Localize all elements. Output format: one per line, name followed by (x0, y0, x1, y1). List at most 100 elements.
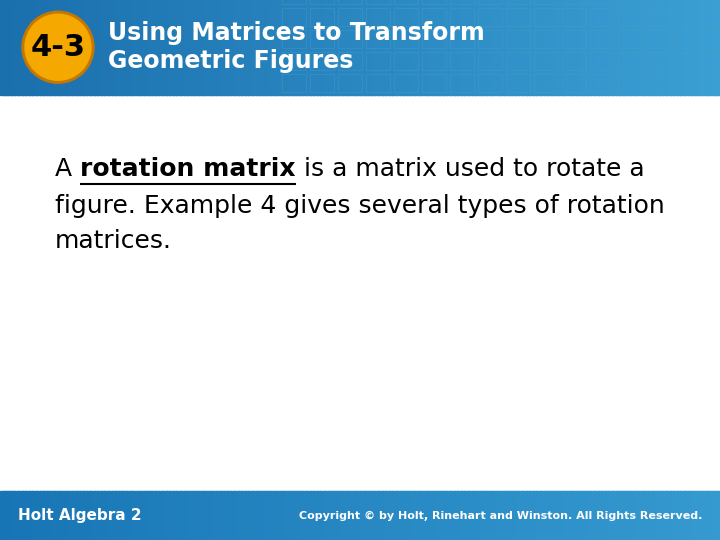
Bar (450, 0, 454, 94)
Bar (511, 0, 516, 94)
Bar (112, 491, 116, 540)
Bar (367, 491, 372, 540)
Bar (360, 491, 364, 540)
Bar (619, 0, 624, 94)
Bar (302, 491, 307, 540)
Bar (410, 491, 415, 540)
Bar (450, 30, 474, 48)
Bar (446, 0, 451, 94)
Bar (310, 8, 334, 25)
Bar (482, 491, 487, 540)
Bar (702, 30, 720, 48)
Bar (590, 491, 595, 540)
Bar (191, 491, 195, 540)
Bar (366, 30, 390, 48)
Bar (328, 0, 332, 94)
Bar (601, 0, 606, 94)
Bar (378, 491, 382, 540)
Bar (713, 0, 717, 94)
Bar (104, 491, 109, 540)
Bar (626, 491, 631, 540)
Bar (634, 0, 638, 94)
Bar (338, 51, 362, 70)
Bar (324, 491, 328, 540)
Bar (583, 0, 588, 94)
Bar (274, 0, 278, 94)
Bar (43, 491, 48, 540)
Bar (259, 0, 264, 94)
Bar (342, 0, 346, 94)
Bar (79, 0, 84, 94)
Bar (418, 0, 422, 94)
Bar (317, 0, 321, 94)
Bar (522, 0, 526, 94)
Bar (299, 491, 303, 540)
Bar (674, 51, 698, 70)
Bar (295, 0, 300, 94)
Bar (256, 491, 260, 540)
Bar (234, 491, 238, 540)
Bar (450, 491, 454, 540)
Bar (457, 0, 462, 94)
Bar (468, 0, 472, 94)
Bar (590, 0, 614, 3)
Bar (205, 491, 210, 540)
Bar (616, 0, 620, 94)
Bar (378, 0, 382, 94)
Bar (36, 491, 40, 540)
Bar (119, 0, 123, 94)
Bar (554, 491, 559, 540)
Bar (266, 491, 271, 540)
Bar (392, 491, 397, 540)
Bar (148, 0, 152, 94)
Bar (590, 51, 614, 70)
Bar (108, 491, 112, 540)
Bar (673, 491, 678, 540)
Bar (644, 0, 649, 94)
Bar (7, 0, 12, 94)
Bar (58, 0, 62, 94)
Bar (331, 491, 336, 540)
Bar (292, 0, 296, 94)
Bar (220, 0, 224, 94)
Bar (18, 491, 22, 540)
Bar (328, 491, 332, 540)
Bar (432, 0, 436, 94)
Bar (32, 0, 37, 94)
Bar (94, 0, 98, 94)
Bar (338, 8, 362, 25)
Text: A: A (55, 158, 80, 181)
Bar (209, 491, 213, 540)
Bar (234, 0, 238, 94)
Bar (263, 491, 267, 540)
Bar (115, 491, 120, 540)
Bar (288, 491, 292, 540)
Bar (544, 0, 548, 94)
Bar (317, 491, 321, 540)
Bar (58, 491, 62, 540)
Bar (184, 491, 188, 540)
Bar (338, 0, 362, 3)
Bar (364, 0, 368, 94)
Bar (644, 491, 649, 540)
Bar (252, 491, 256, 540)
Bar (479, 491, 483, 540)
Bar (432, 491, 436, 540)
Bar (385, 491, 390, 540)
Bar (320, 491, 325, 540)
Bar (436, 0, 440, 94)
Bar (529, 491, 534, 540)
Bar (608, 491, 613, 540)
Bar (534, 8, 558, 25)
Bar (569, 491, 573, 540)
Bar (490, 0, 494, 94)
Bar (97, 0, 102, 94)
Bar (281, 0, 285, 94)
Bar (94, 491, 98, 540)
Bar (245, 0, 249, 94)
Bar (464, 491, 469, 540)
Bar (104, 0, 109, 94)
Bar (50, 491, 55, 540)
Bar (389, 0, 393, 94)
Bar (394, 30, 418, 48)
